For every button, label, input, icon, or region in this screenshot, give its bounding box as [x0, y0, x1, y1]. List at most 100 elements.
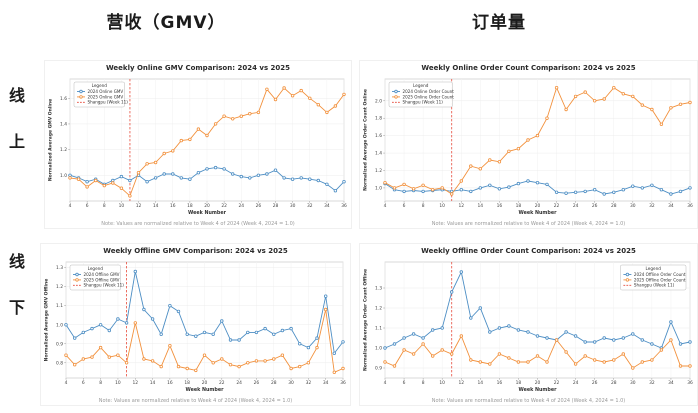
- svg-text:30: 30: [630, 203, 636, 209]
- svg-text:14: 14: [478, 203, 484, 209]
- svg-text:24: 24: [236, 380, 242, 386]
- svg-text:1.2: 1.2: [56, 284, 63, 290]
- svg-text:1.6: 1.6: [375, 133, 382, 139]
- chart-weekly-offline-gmv: Weekly Offline GMV Comparison: 2024 vs 2…: [40, 243, 351, 406]
- chart-weekly-online-gmv: Weekly Online GMV Comparison: 2024 vs 20…: [44, 60, 352, 229]
- svg-text:Normalized Average Order Count: Normalized Average Order Count Online: [363, 89, 369, 191]
- row-header-offline-char-2: 下: [8, 298, 25, 317]
- svg-text:16: 16: [497, 203, 503, 209]
- line-chart-online-order-count: 4 6 8 10 12 14 16 18 20 22 24 26 28 30 32 34 36 1.0 1.2 1.4…: [363, 78, 693, 216]
- svg-text:26: 26: [592, 203, 598, 209]
- svg-text:1.0: 1.0: [60, 173, 67, 179]
- svg-text:1.2: 1.2: [375, 306, 382, 312]
- svg-text:22: 22: [554, 380, 560, 386]
- svg-text:16: 16: [497, 380, 503, 386]
- column-header-gmv: 营收（GMV）: [106, 13, 226, 33]
- svg-text:16: 16: [170, 203, 176, 209]
- svg-text:0.9: 0.9: [56, 341, 63, 347]
- svg-text:1.6: 1.6: [60, 96, 67, 102]
- column-header-order-count: 订单量: [472, 13, 526, 33]
- svg-text:Week Number: Week Number: [188, 210, 227, 216]
- line-chart-online-gmv: 4 6 8 10 12 14 16 18 20 22 24 26 28 30 32 34 36 1.0 1.2 1.4…: [48, 78, 347, 216]
- svg-text:0.8: 0.8: [56, 360, 63, 366]
- chart-weekly-offline-order-count: Weekly Offline Order Count Comparison: 2…: [359, 243, 698, 406]
- svg-text:2024 Offline Order Count: 2024 Offline Order Count: [634, 272, 686, 277]
- svg-text:10: 10: [115, 380, 121, 386]
- chart-note: Note: Values are normalized relative to …: [431, 398, 626, 404]
- svg-text:Shangpu (Week 11): Shangpu (Week 11): [403, 100, 444, 105]
- svg-text:36: 36: [687, 203, 693, 209]
- svg-text:Normalized Average GMV Offline: Normalized Average GMV Offline: [44, 279, 50, 362]
- chart-title: Weekly Online GMV Comparison: 2024 vs 20…: [105, 64, 291, 72]
- svg-text:6: 6: [403, 203, 406, 209]
- svg-text:34: 34: [323, 380, 329, 386]
- svg-text:Normalized Average GMV Online: Normalized Average GMV Online: [48, 99, 54, 181]
- svg-text:1.3: 1.3: [375, 286, 382, 292]
- svg-text:0.9: 0.9: [375, 366, 382, 372]
- svg-text:4: 4: [384, 380, 387, 386]
- svg-text:4: 4: [69, 203, 72, 209]
- svg-text:8: 8: [422, 380, 425, 386]
- svg-text:1.0: 1.0: [375, 185, 382, 191]
- svg-text:32: 32: [307, 203, 313, 209]
- svg-text:12: 12: [458, 380, 464, 386]
- svg-text:2025 Online Order Count: 2025 Online Order Count: [403, 94, 455, 99]
- chart-note: Note: Values are normalized relative to …: [101, 221, 295, 227]
- svg-text:8: 8: [99, 380, 102, 386]
- svg-text:36: 36: [341, 203, 347, 209]
- svg-text:1.2: 1.2: [60, 147, 67, 153]
- chart-note: Note: Values are normalized relative to …: [98, 398, 293, 404]
- chart-note: Note: Values are normalized relative to …: [431, 221, 626, 227]
- svg-text:2025 Offline GMV: 2025 Offline GMV: [84, 277, 120, 282]
- svg-text:10: 10: [439, 203, 445, 209]
- svg-text:14: 14: [478, 380, 484, 386]
- svg-text:28: 28: [271, 380, 277, 386]
- svg-text:10: 10: [119, 203, 125, 209]
- svg-text:6: 6: [86, 203, 89, 209]
- svg-text:32: 32: [649, 203, 655, 209]
- svg-text:2025 Offline Order Count: 2025 Offline Order Count: [634, 277, 686, 282]
- svg-text:28: 28: [611, 380, 617, 386]
- svg-text:Legend: Legend: [88, 266, 104, 271]
- svg-text:18: 18: [187, 203, 193, 209]
- svg-text:30: 30: [630, 380, 636, 386]
- svg-text:18: 18: [516, 203, 522, 209]
- chart-title: Weekly Online Order Count Comparison: 20…: [421, 64, 636, 72]
- svg-text:Week Number: Week Number: [519, 210, 558, 216]
- svg-text:20: 20: [202, 380, 208, 386]
- svg-text:1.4: 1.4: [60, 121, 67, 127]
- svg-text:36: 36: [340, 380, 346, 386]
- svg-text:14: 14: [150, 380, 156, 386]
- svg-text:8: 8: [422, 203, 425, 209]
- svg-text:20: 20: [535, 380, 541, 386]
- svg-text:2024 Offline GMV: 2024 Offline GMV: [84, 272, 120, 277]
- row-header-offline-char-1: 线: [8, 252, 25, 271]
- svg-text:34: 34: [668, 380, 674, 386]
- svg-text:2.0: 2.0: [375, 98, 382, 104]
- svg-text:Week Number: Week Number: [186, 387, 225, 393]
- svg-text:20: 20: [204, 203, 210, 209]
- row-header-online-char-2: 上: [8, 132, 25, 151]
- svg-text:22: 22: [219, 380, 225, 386]
- svg-text:2024 Online GMV: 2024 Online GMV: [88, 89, 124, 94]
- row-header-online-char-1: 线: [8, 86, 25, 105]
- svg-text:12: 12: [458, 203, 464, 209]
- svg-text:34: 34: [668, 203, 674, 209]
- svg-text:26: 26: [254, 380, 260, 386]
- svg-text:32: 32: [306, 380, 312, 386]
- svg-text:1.8: 1.8: [375, 116, 382, 122]
- svg-text:32: 32: [649, 380, 655, 386]
- svg-text:22: 22: [221, 203, 227, 209]
- chart-weekly-online-order-count: Weekly Online Order Count Comparison: 20…: [359, 60, 698, 229]
- line-chart-offline-gmv: 4 6 8 10 12 14 16 18 20 22 24 26 28 30 32 34 36 0.8 0.9 1.0…: [44, 261, 346, 393]
- svg-text:1.1: 1.1: [56, 303, 63, 309]
- svg-text:Week Number: Week Number: [519, 387, 558, 393]
- line-chart-offline-order-count: 4 6 8 10 12 14 16 18 20 22 24 26 28 30 32 34 36 0.9 1.0 1.1…: [363, 261, 693, 393]
- svg-text:2025 Online GMV: 2025 Online GMV: [88, 94, 124, 99]
- svg-text:28: 28: [273, 203, 279, 209]
- svg-text:1.1: 1.1: [375, 326, 382, 332]
- svg-text:Legend: Legend: [646, 266, 662, 271]
- svg-text:4: 4: [384, 203, 387, 209]
- svg-text:18: 18: [516, 380, 522, 386]
